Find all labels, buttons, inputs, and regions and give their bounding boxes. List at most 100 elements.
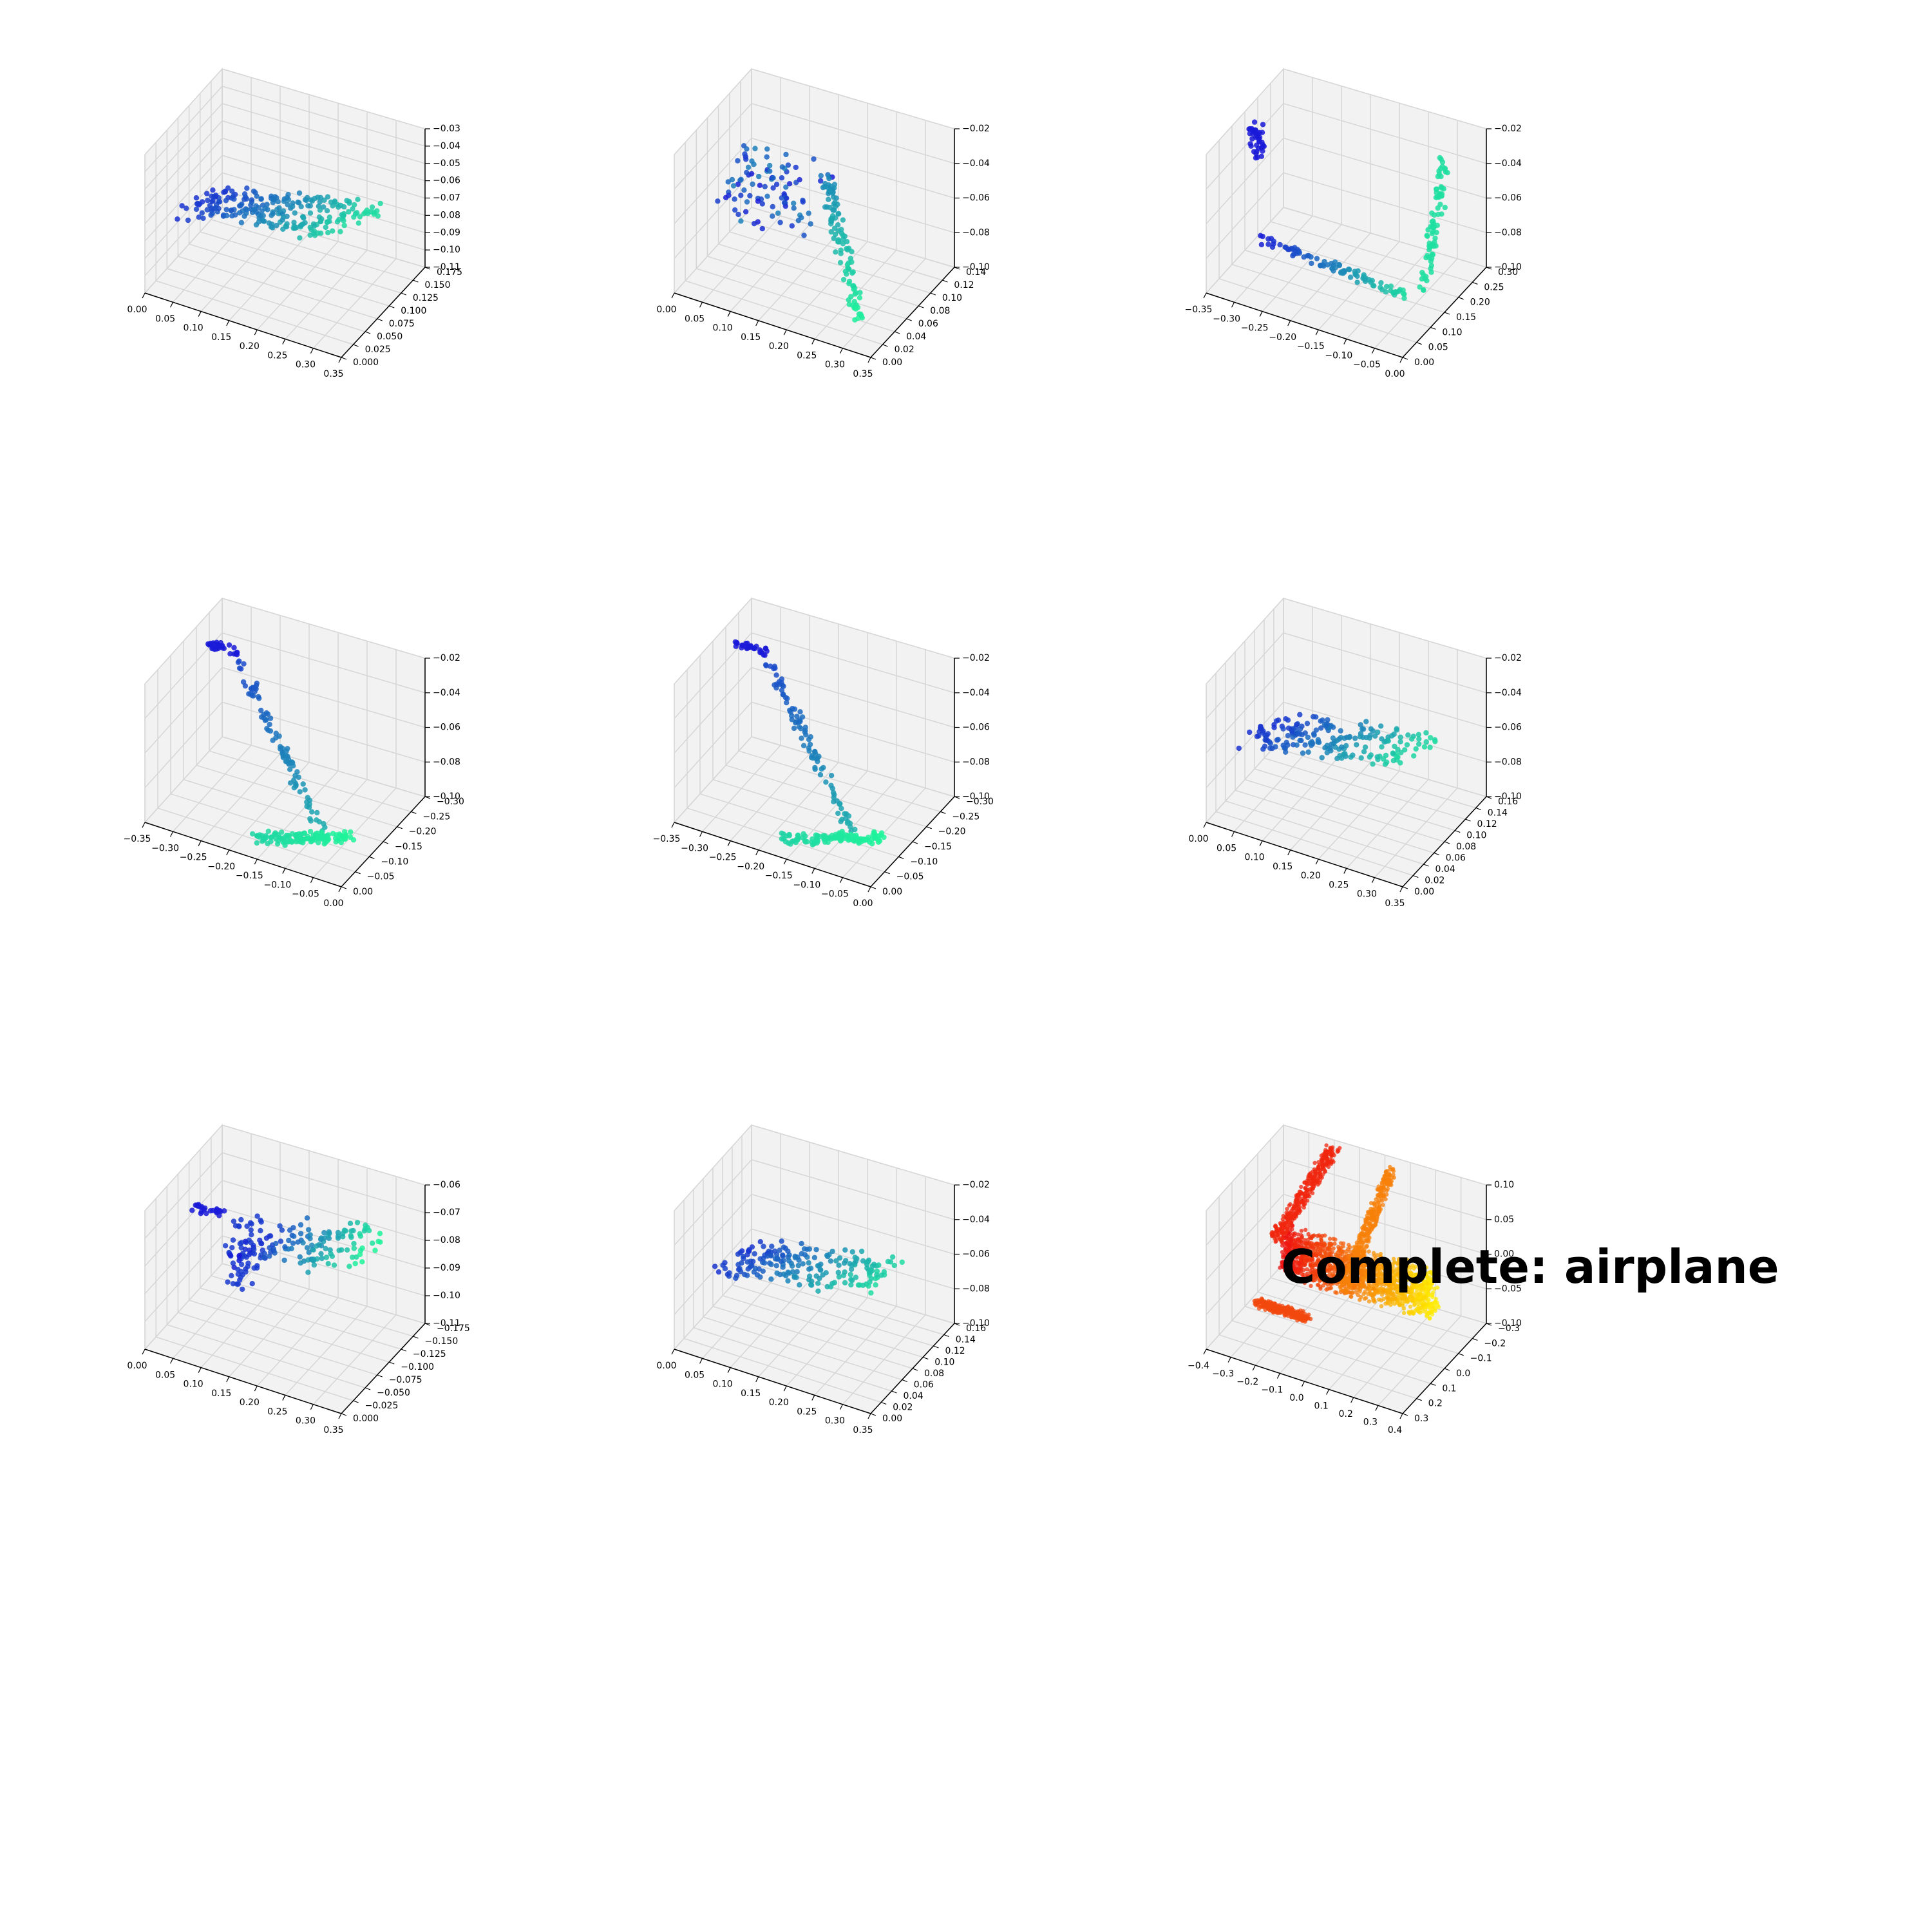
data-point bbox=[304, 1245, 310, 1251]
z-gridline bbox=[1206, 172, 1284, 259]
data-point bbox=[813, 1247, 819, 1253]
data-point bbox=[810, 842, 816, 848]
x-tick-label: 0.25 bbox=[797, 350, 817, 361]
data-point bbox=[1382, 1175, 1387, 1179]
x-gridline bbox=[312, 258, 397, 349]
data-point bbox=[828, 1284, 834, 1290]
data-point bbox=[249, 831, 256, 837]
data-point bbox=[849, 259, 855, 265]
subplot-1: 0.000.050.100.150.200.250.300.350.0000.0… bbox=[127, 68, 462, 379]
z-tick-label: −0.10 bbox=[433, 245, 460, 255]
data-point bbox=[1362, 1224, 1367, 1229]
data-point bbox=[786, 1270, 792, 1276]
data-point bbox=[1305, 749, 1311, 755]
data-point bbox=[1397, 1295, 1401, 1300]
data-point bbox=[1321, 263, 1327, 269]
data-point bbox=[1274, 1229, 1280, 1233]
data-point bbox=[348, 829, 354, 835]
data-point bbox=[310, 1258, 316, 1264]
x-tick bbox=[671, 292, 675, 299]
subplot-5: −0.35−0.30−0.25−0.20−0.15−0.10−0.050.000… bbox=[653, 597, 994, 909]
data-point bbox=[1401, 1311, 1406, 1316]
data-point bbox=[1265, 242, 1271, 247]
data-point bbox=[1427, 1316, 1432, 1321]
y-gridline bbox=[732, 1284, 934, 1347]
data-point bbox=[836, 211, 842, 217]
data-point bbox=[236, 203, 243, 209]
data-point bbox=[1434, 229, 1439, 236]
data-point bbox=[1397, 734, 1403, 741]
data-point bbox=[806, 1246, 813, 1252]
data-point bbox=[712, 1264, 718, 1269]
y-tick bbox=[912, 841, 918, 844]
z-gridline bbox=[222, 1124, 426, 1186]
data-point bbox=[263, 1235, 270, 1241]
data-point bbox=[295, 1239, 301, 1245]
data-point bbox=[1251, 119, 1258, 125]
y-axis-line bbox=[870, 267, 955, 358]
x-tick bbox=[226, 849, 230, 856]
data-point bbox=[734, 639, 740, 646]
x-tick bbox=[1259, 311, 1263, 317]
z-gridline bbox=[222, 103, 426, 164]
data-point bbox=[240, 1286, 245, 1293]
data-point bbox=[780, 1252, 786, 1258]
y-tick bbox=[940, 811, 946, 814]
y-tick bbox=[926, 826, 932, 829]
data-point bbox=[1443, 169, 1448, 175]
data-point bbox=[1250, 128, 1256, 133]
data-point bbox=[1421, 744, 1428, 750]
y-tick bbox=[1413, 875, 1419, 878]
z-gridline bbox=[222, 86, 426, 147]
data-point bbox=[838, 835, 844, 841]
data-point bbox=[1437, 166, 1444, 172]
data-point bbox=[275, 838, 281, 844]
x-tick-label: 0.25 bbox=[267, 350, 287, 361]
data-point bbox=[1426, 1311, 1431, 1315]
data-point bbox=[1289, 728, 1295, 734]
z-gridline bbox=[144, 667, 223, 754]
data-point bbox=[791, 205, 797, 211]
z-gridline bbox=[1206, 1228, 1284, 1315]
data-point bbox=[267, 715, 274, 721]
z-gridline bbox=[751, 172, 955, 233]
x-tick-label: −0.30 bbox=[681, 843, 708, 853]
data-point bbox=[1372, 1209, 1376, 1215]
z-tick-label: −0.04 bbox=[962, 158, 990, 169]
data-point bbox=[785, 162, 791, 168]
data-point bbox=[1314, 256, 1320, 261]
data-point bbox=[1236, 745, 1242, 752]
data-point bbox=[854, 1256, 860, 1262]
data-point bbox=[254, 1213, 260, 1219]
data-point bbox=[298, 204, 304, 209]
data-point bbox=[207, 640, 214, 647]
data-point bbox=[1256, 1306, 1262, 1311]
data-point bbox=[1372, 1298, 1377, 1303]
x-tick bbox=[1399, 886, 1403, 893]
z-gridline bbox=[1206, 632, 1284, 719]
data-point bbox=[304, 799, 310, 805]
y-gridline bbox=[209, 750, 412, 813]
z-gridline bbox=[222, 701, 426, 762]
data-point bbox=[307, 1232, 313, 1238]
y-gridline bbox=[741, 1273, 944, 1336]
x-tick-label: 0.00 bbox=[656, 305, 676, 315]
y-tick-label: 0.2 bbox=[1428, 1399, 1443, 1409]
data-point bbox=[347, 1220, 354, 1226]
x-tick bbox=[811, 1395, 815, 1401]
x-tick-label: 0.15 bbox=[211, 332, 231, 343]
data-point bbox=[767, 162, 773, 169]
data-point bbox=[1329, 1153, 1334, 1158]
data-point bbox=[290, 200, 296, 206]
data-point bbox=[1361, 748, 1367, 755]
y-gridline bbox=[1264, 757, 1466, 820]
data-point bbox=[1361, 726, 1367, 732]
data-point bbox=[298, 1222, 304, 1228]
data-point bbox=[228, 207, 234, 213]
z-gridline bbox=[751, 632, 955, 694]
data-point bbox=[732, 207, 738, 213]
data-point bbox=[251, 1265, 257, 1271]
data-point bbox=[354, 1220, 361, 1226]
data-point bbox=[837, 260, 844, 265]
z-tick-label: −0.10 bbox=[962, 262, 990, 272]
